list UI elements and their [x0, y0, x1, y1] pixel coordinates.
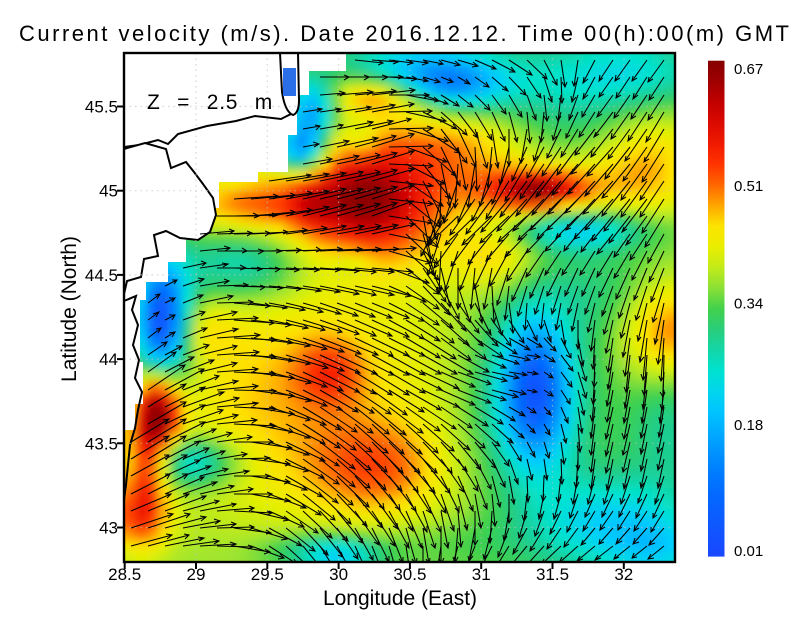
svg-text:45: 45 [99, 182, 118, 201]
svg-text:29.5: 29.5 [251, 565, 284, 584]
svg-text:Z = 2.5 m: Z = 2.5 m [147, 91, 273, 114]
svg-text:Latitude (North): Latitude (North) [58, 236, 81, 382]
svg-text:43.5: 43.5 [85, 434, 118, 453]
svg-text:44: 44 [99, 350, 118, 369]
svg-text:31: 31 [472, 565, 491, 584]
svg-text:32: 32 [614, 565, 633, 584]
svg-text:Longitude (East): Longitude (East) [323, 587, 477, 610]
svg-text:0.51: 0.51 [734, 178, 763, 195]
svg-text:0.34: 0.34 [734, 296, 763, 313]
svg-text:0.01: 0.01 [734, 543, 763, 560]
svg-text:31.5: 31.5 [536, 565, 569, 584]
svg-text:30.5: 30.5 [393, 565, 426, 584]
svg-text:0.18: 0.18 [734, 417, 763, 434]
svg-text:Current velocity (m/s). Date 2: Current velocity (m/s). Date 2016.12.12.… [19, 21, 789, 46]
svg-text:44.5: 44.5 [85, 266, 118, 285]
svg-text:45.5: 45.5 [85, 98, 118, 117]
svg-text:30: 30 [329, 565, 348, 584]
svg-text:43: 43 [99, 519, 118, 538]
svg-text:29: 29 [187, 565, 206, 584]
svg-text:28.5: 28.5 [108, 565, 141, 584]
svg-text:0.67: 0.67 [734, 61, 763, 78]
